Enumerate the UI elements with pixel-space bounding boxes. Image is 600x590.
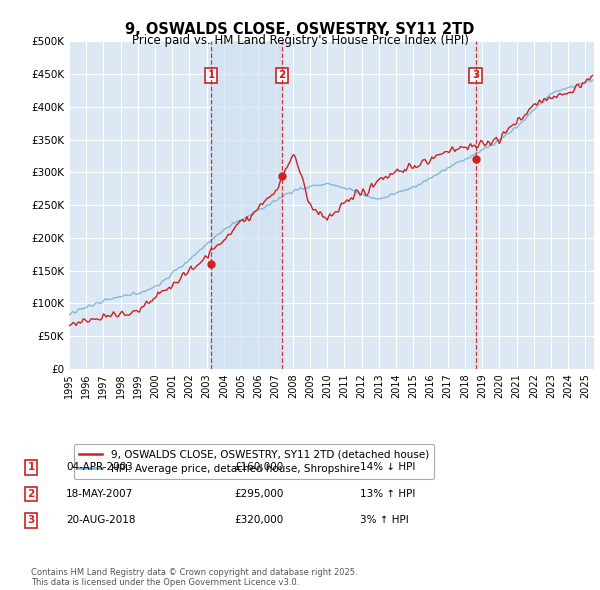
Text: £320,000: £320,000 [234, 516, 283, 525]
Text: £160,000: £160,000 [234, 463, 283, 472]
Text: 3% ↑ HPI: 3% ↑ HPI [360, 516, 409, 525]
Text: 2: 2 [278, 70, 286, 80]
Text: 3: 3 [472, 70, 479, 80]
Text: 18-MAY-2007: 18-MAY-2007 [66, 489, 133, 499]
Text: 14% ↓ HPI: 14% ↓ HPI [360, 463, 415, 472]
Text: 13% ↑ HPI: 13% ↑ HPI [360, 489, 415, 499]
Text: Price paid vs. HM Land Registry's House Price Index (HPI): Price paid vs. HM Land Registry's House … [131, 34, 469, 47]
Text: £295,000: £295,000 [234, 489, 283, 499]
Text: 20-AUG-2018: 20-AUG-2018 [66, 516, 136, 525]
Bar [211, 41, 282, 369]
Text: 9, OSWALDS CLOSE, OSWESTRY, SY11 2TD: 9, OSWALDS CLOSE, OSWESTRY, SY11 2TD [125, 22, 475, 37]
Text: 1: 1 [208, 70, 215, 80]
Text: 3: 3 [28, 516, 35, 525]
Text: 1: 1 [28, 463, 35, 472]
Text: Contains HM Land Registry data © Crown copyright and database right 2025.
This d: Contains HM Land Registry data © Crown c… [31, 568, 358, 587]
Text: 2: 2 [28, 489, 35, 499]
Legend: 9, OSWALDS CLOSE, OSWESTRY, SY11 2TD (detached house), HPI: Average price, detac: 9, OSWALDS CLOSE, OSWESTRY, SY11 2TD (de… [74, 444, 434, 479]
Text: 04-APR-2003: 04-APR-2003 [66, 463, 133, 472]
